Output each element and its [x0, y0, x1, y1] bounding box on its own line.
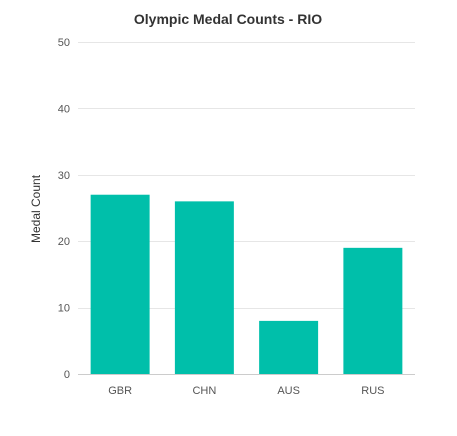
- y-tick-label: 50: [58, 37, 70, 49]
- y-tick-label: 0: [64, 369, 70, 381]
- bars: [90, 194, 403, 374]
- x-tick-label: GBR: [108, 385, 132, 397]
- chart-title: Olympic Medal Counts - RIO: [134, 11, 322, 27]
- y-axis-ticks: 0 10 20 30 40 50: [58, 37, 70, 381]
- bar-aus[interactable]: [259, 320, 319, 374]
- x-tick-label: RUS: [361, 385, 384, 397]
- y-tick-label: 10: [58, 303, 70, 315]
- y-tick-label: 20: [58, 236, 70, 248]
- bar-chn[interactable]: [174, 201, 234, 374]
- bar-rus[interactable]: [343, 247, 403, 374]
- y-tick-label: 30: [58, 170, 70, 182]
- bar-gbr[interactable]: [90, 194, 150, 374]
- x-tick-label: AUS: [277, 385, 300, 397]
- x-axis-ticks: GBR CHN AUS RUS: [108, 385, 384, 397]
- y-tick-label: 40: [58, 103, 70, 115]
- x-tick-label: CHN: [192, 385, 216, 397]
- y-axis-label: Medal Count: [29, 174, 43, 243]
